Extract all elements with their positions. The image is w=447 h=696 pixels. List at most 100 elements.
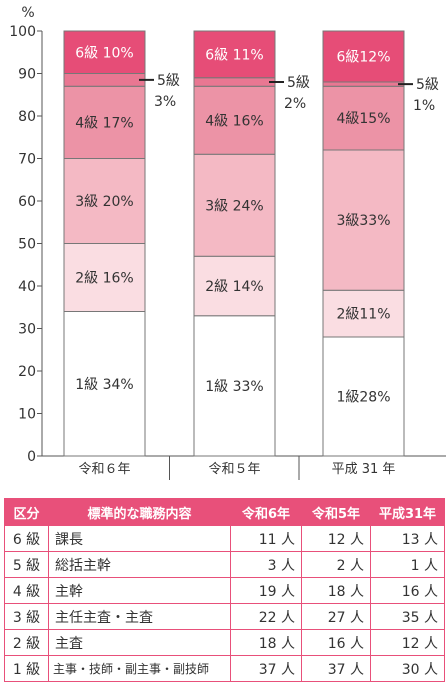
h31-count-cell: 16 人 xyxy=(370,577,445,604)
duty-cell: 主事・技師・副主事・副技師 xyxy=(48,655,231,682)
grade-cell: 3 級 xyxy=(4,603,49,630)
segment-label: 1級28% xyxy=(336,390,390,406)
duty-cell: 主任主査・主査 xyxy=(48,603,231,630)
duty-cell: 主幹 xyxy=(48,577,231,604)
column-header: 平成31年 xyxy=(370,498,445,526)
y-tick-label: 100 xyxy=(9,24,36,40)
category-label: 令和６年 xyxy=(78,462,130,477)
r5-count-cell: 18 人 xyxy=(301,577,371,604)
grade-cell: 4 級 xyxy=(4,577,49,604)
bar-segment xyxy=(63,30,146,74)
bars xyxy=(63,30,405,457)
h31-count-cell: 30 人 xyxy=(370,655,445,682)
y-tick-label: 10 xyxy=(18,407,36,423)
segment-label: 6級12% xyxy=(336,50,390,66)
h31-count-cell: 13 人 xyxy=(370,525,445,552)
r6-count-cell: 3 人 xyxy=(230,551,302,578)
table-row: 1 級 主事・技師・副主事・副技師 37 人 37 人 30 人 xyxy=(4,655,445,682)
category-label: 令和５年 xyxy=(208,462,260,477)
segment-label: 3級33% xyxy=(336,213,390,229)
segment-label: 5級 xyxy=(157,73,180,89)
segment-label: 2級 16% xyxy=(75,271,133,287)
bar-segment xyxy=(193,255,276,317)
column-header: 令和6年 xyxy=(230,498,302,526)
h31-count-cell: 12 人 xyxy=(370,629,445,656)
r5-count-cell: 12 人 xyxy=(301,525,371,552)
segment-label: 1級 34% xyxy=(75,377,133,393)
bar-segment xyxy=(63,243,146,312)
segment-label: 1% xyxy=(413,98,435,114)
bar-segment xyxy=(322,289,405,338)
y-tick-label: 40 xyxy=(18,279,36,295)
x-axis-categories: 令和６年 令和５年 平成 31 年 xyxy=(78,456,395,480)
column-header: 区分 xyxy=(4,498,49,526)
bar-segment xyxy=(193,153,276,257)
table-row: 2 級 主査 18 人 16 人 12 人 xyxy=(4,629,445,656)
y-tick-label: 90 xyxy=(18,67,36,83)
segment-label: 2級 14% xyxy=(205,279,263,295)
segment-label: 2% xyxy=(284,96,306,112)
bar-segment xyxy=(63,85,146,159)
r6-count-cell: 37 人 xyxy=(230,655,302,682)
segment-label: 2級11% xyxy=(336,307,390,323)
y-tick-label: 50 xyxy=(18,237,36,253)
y-axis-unit: % xyxy=(21,5,34,21)
r6-count-cell: 18 人 xyxy=(230,629,302,656)
column-header: 標準的な職務内容 xyxy=(48,498,231,526)
segment-label: 3級 24% xyxy=(205,198,263,214)
category-label: 平成 31 年 xyxy=(332,462,396,477)
bar-segment xyxy=(322,85,405,151)
table-row: 5 級 総括主幹 3 人 2 人 1 人 xyxy=(4,551,445,578)
r5-count-cell: 37 人 xyxy=(301,655,371,682)
bar-segment xyxy=(322,30,405,83)
r6-count-cell: 11 人 xyxy=(230,525,302,552)
y-tick-label: 0 xyxy=(27,449,36,465)
segment-label: 5級 xyxy=(287,75,310,91)
bar-segment xyxy=(322,81,405,87)
segment-label: 3% xyxy=(154,94,176,110)
bar-segment xyxy=(322,149,405,291)
segment-label: 4級15% xyxy=(336,111,390,127)
grade-table: 区分 標準的な職務内容 令和6年 令和5年 平成31年 6 級 課長 11 人 … xyxy=(4,498,445,682)
h31-count-cell: 1 人 xyxy=(370,551,445,578)
segment-label: 6級 11% xyxy=(205,47,263,63)
table-header-row: 区分 標準的な職務内容 令和6年 令和5年 平成31年 xyxy=(4,498,445,526)
y-axis: % 0 10 20 30 40 50 60 70 80 90 100 xyxy=(9,5,446,465)
segment-label: 1級 33% xyxy=(205,379,263,395)
column-header: 令和5年 xyxy=(301,498,371,526)
bar-segment xyxy=(193,30,276,79)
y-tick-label: 20 xyxy=(18,364,36,380)
y-tick-label: 60 xyxy=(18,194,36,210)
bar-segment xyxy=(63,158,146,244)
bar-segment xyxy=(193,85,276,155)
y-tick-label: 80 xyxy=(18,109,36,125)
y-tick-label: 30 xyxy=(18,322,36,338)
r5-count-cell: 27 人 xyxy=(301,603,371,630)
duty-cell: 総括主幹 xyxy=(48,551,231,578)
duty-cell: 課長 xyxy=(48,525,231,552)
h31-count-cell: 35 人 xyxy=(370,603,445,630)
table-row: 3 級 主任主査・主査 22 人 27 人 35 人 xyxy=(4,603,445,630)
segment-label: 4級 17% xyxy=(75,115,133,131)
duty-cell: 主査 xyxy=(48,629,231,656)
grade-cell: 6 級 xyxy=(4,525,49,552)
bar-labels: 1級 34% 2級 16% 3級 20% 4級 17% 5級 3% 6級 10% 1級 33%… xyxy=(75,45,439,405)
grade-cell: 2 級 xyxy=(4,629,49,656)
segment-label: 6級 10% xyxy=(75,45,133,61)
r5-count-cell: 16 人 xyxy=(301,629,371,656)
segment-label: 3級 20% xyxy=(75,194,133,210)
grade-cell: 1 級 xyxy=(4,655,49,682)
segment-label: 5級 xyxy=(416,77,439,93)
table-row: 4 級 主幹 19 人 18 人 16 人 xyxy=(4,577,445,604)
segment-label: 4級 16% xyxy=(205,113,263,129)
bar-segment xyxy=(193,77,276,87)
grade-cell: 5 級 xyxy=(4,551,49,578)
stacked-bar-chart: % 0 10 20 30 40 50 60 70 80 90 100 1級 34% 2級 16% 3級 2… xyxy=(9,5,446,480)
table-row: 6 級 課長 11 人 12 人 13 人 xyxy=(4,525,445,552)
r5-count-cell: 2 人 xyxy=(301,551,371,578)
r6-count-cell: 22 人 xyxy=(230,603,302,630)
y-tick-label: 70 xyxy=(18,152,36,168)
bar-segment xyxy=(63,73,146,87)
bar-segment xyxy=(63,311,146,457)
r6-count-cell: 19 人 xyxy=(230,577,302,604)
